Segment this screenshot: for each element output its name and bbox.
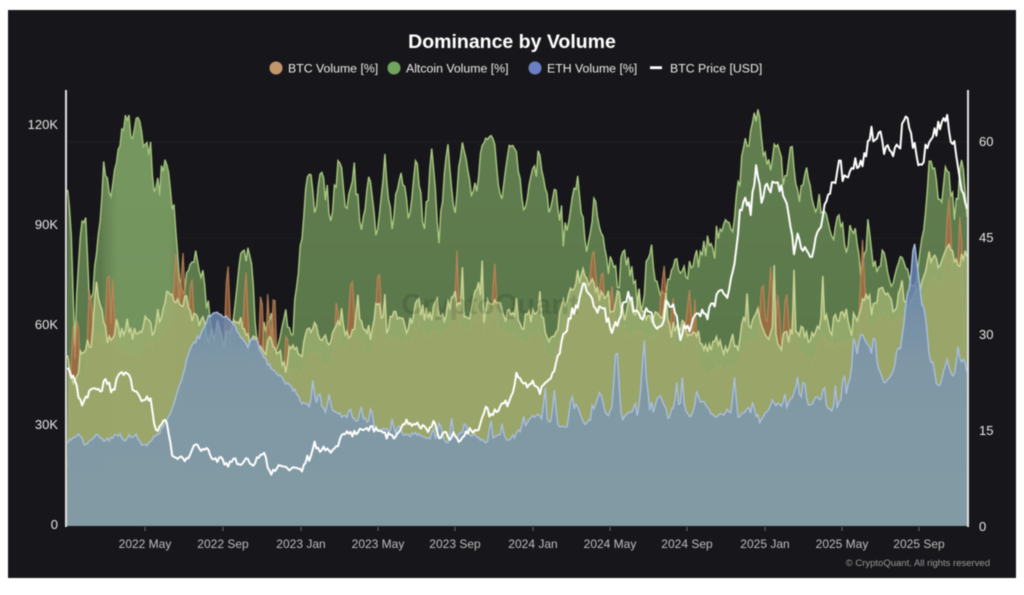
svg-text:2022 Sep: 2022 Sep <box>197 537 249 551</box>
svg-text:2022 May: 2022 May <box>119 537 172 551</box>
svg-text:© CryptoQuant. All rights rese: © CryptoQuant. All rights reserved <box>846 558 990 569</box>
svg-text:60: 60 <box>979 134 993 149</box>
svg-text:0: 0 <box>51 517 58 532</box>
svg-text:2023 May: 2023 May <box>352 537 405 551</box>
svg-text:0: 0 <box>979 519 986 534</box>
svg-text:2025 Jan: 2025 Jan <box>740 537 789 551</box>
svg-text:60K: 60K <box>35 317 58 332</box>
svg-text:ETH Volume [%]: ETH Volume [%] <box>547 62 637 76</box>
svg-text:30K: 30K <box>35 417 58 432</box>
svg-text:120K: 120K <box>28 117 59 132</box>
svg-text:BTC Price [USD]: BTC Price [USD] <box>670 62 762 76</box>
svg-text:2024 Sep: 2024 Sep <box>661 537 713 551</box>
svg-text:2025 May: 2025 May <box>816 537 869 551</box>
svg-text:2024 May: 2024 May <box>584 537 637 551</box>
svg-text:90K: 90K <box>35 217 58 232</box>
svg-text:45: 45 <box>979 230 993 245</box>
svg-text:Dominance by Volume: Dominance by Volume <box>408 31 616 53</box>
svg-text:2024 Jan: 2024 Jan <box>508 537 557 551</box>
svg-text:BTC Volume [%]: BTC Volume [%] <box>288 62 378 76</box>
svg-text:30: 30 <box>979 327 993 342</box>
svg-text:2023 Jan: 2023 Jan <box>276 537 325 551</box>
svg-text:2023 Sep: 2023 Sep <box>429 537 481 551</box>
svg-text:2025 Sep: 2025 Sep <box>893 537 945 551</box>
svg-text:Altcoin Volume [%]: Altcoin Volume [%] <box>406 62 509 76</box>
svg-text:CryptoQuant: CryptoQuant <box>401 289 579 321</box>
svg-text:15: 15 <box>979 423 993 438</box>
